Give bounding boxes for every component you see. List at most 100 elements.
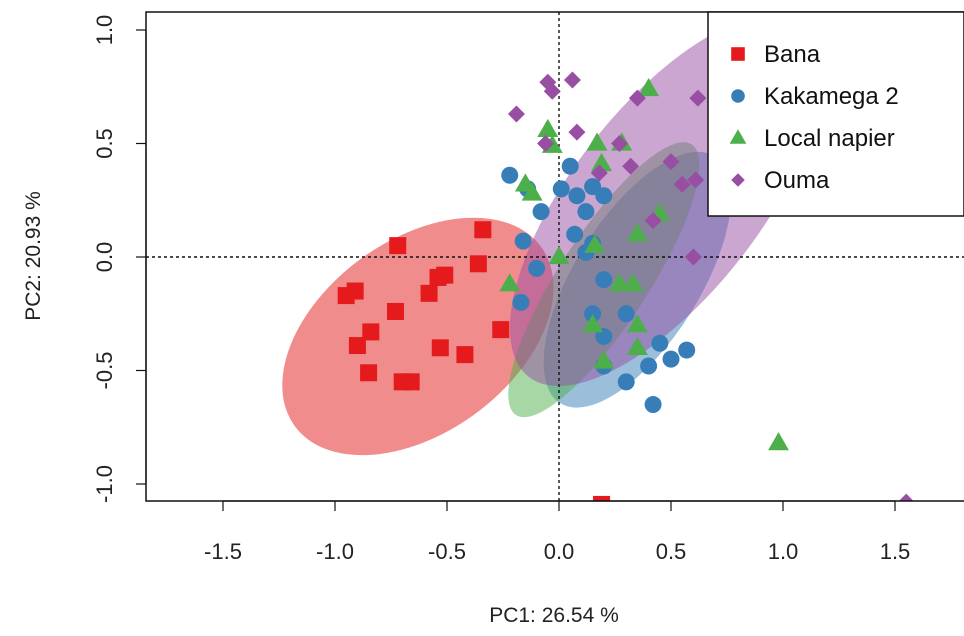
- point-ouma: [687, 171, 705, 189]
- point-kakamega-2: [561, 157, 579, 175]
- point-bana: [469, 255, 487, 273]
- point-ouma: [689, 89, 707, 107]
- point-local-napier: [593, 350, 615, 369]
- point-ouma: [507, 105, 525, 123]
- point-ouma: [568, 123, 586, 141]
- point-kakamega-2: [595, 271, 613, 289]
- point-ouma: [563, 71, 581, 89]
- point-ouma: [610, 135, 628, 152]
- point-local-napier: [626, 223, 648, 242]
- y-axis: -1.0 -0.5 0.0 0.5 1.0: [92, 15, 147, 503]
- x-tick-label: -1.5: [204, 539, 242, 564]
- point-kakamega-2: [595, 187, 613, 205]
- point-local-napier: [638, 78, 660, 97]
- point-bana: [389, 237, 407, 255]
- point-kakamega-2: [584, 305, 602, 323]
- point-local-napier: [582, 314, 604, 333]
- point-bana: [431, 339, 449, 357]
- legend-item-kakamega-2: Kakamega 2: [731, 83, 899, 110]
- point-ouma: [543, 82, 561, 100]
- point-kakamega-2: [501, 166, 519, 184]
- point-bana: [386, 302, 404, 320]
- point-kakamega-2: [514, 232, 532, 250]
- x-tick-label: 1.5: [880, 539, 911, 564]
- point-ouma: [537, 135, 555, 152]
- x-tick-label: 1.0: [768, 539, 799, 564]
- point-ouma: [684, 248, 702, 266]
- point-ouma: [673, 175, 691, 193]
- point-bana: [346, 282, 364, 300]
- point-ouma: [590, 164, 608, 182]
- point-bana: [362, 323, 380, 341]
- point-local-napier: [521, 182, 543, 201]
- legend-marker-kakamega-2: [731, 89, 745, 103]
- legend-label-ouma: Ouma: [764, 167, 830, 194]
- legend-label-kakamega-2: Kakamega 2: [764, 83, 899, 110]
- point-kakamega-2: [640, 357, 658, 375]
- point-kakamega-2: [651, 334, 669, 352]
- legend-marker-ouma: [731, 173, 745, 187]
- point-ouma: [898, 493, 914, 501]
- point-ouma: [628, 89, 646, 107]
- y-tick-label: 0.0: [92, 242, 117, 273]
- point-bana: [420, 284, 438, 302]
- legend-item-bana: Bana: [731, 41, 821, 68]
- y-tick-label: -0.5: [92, 352, 117, 390]
- point-ouma: [662, 153, 680, 171]
- point-kakamega-2: [617, 305, 635, 323]
- point-kakamega-2: [528, 259, 546, 277]
- legend-item-ouma: Ouma: [731, 167, 830, 194]
- legend-marker-bana: [731, 47, 745, 61]
- point-bana: [456, 346, 474, 364]
- point-local-napier: [768, 432, 789, 451]
- x-axis: -1.5 -1.0 -0.5 0.0 0.5 1.0 1.5: [204, 500, 911, 564]
- point-bana: [348, 337, 366, 355]
- x-tick-label: 0.5: [656, 539, 687, 564]
- legend-box: [707, 11, 964, 217]
- series-ouma: [507, 71, 914, 501]
- series-kakamega-2: [501, 157, 696, 414]
- point-kakamega-2: [644, 396, 662, 414]
- y-axis-label: PC2: 20.93 %: [22, 191, 45, 321]
- point-bana: [474, 221, 492, 239]
- point-kakamega-2: [512, 293, 530, 311]
- point-kakamega-2: [568, 187, 586, 205]
- point-local-napier: [586, 132, 608, 151]
- point-kakamega-2: [577, 203, 595, 221]
- x-tick-label: -1.0: [316, 539, 354, 564]
- ellipse-bana: [282, 217, 554, 456]
- legend: Bana Kakamega 2 Local napier Ouma: [707, 11, 964, 217]
- point-ouma: [644, 212, 662, 230]
- point-local-napier: [591, 152, 613, 172]
- y-tick-label: -1.0: [92, 465, 117, 503]
- y-tick-label: 0.5: [92, 128, 117, 159]
- point-bana: [436, 266, 454, 284]
- legend-label-bana: Bana: [764, 41, 821, 68]
- point-kakamega-2: [552, 180, 570, 198]
- point-local-napier: [622, 273, 644, 292]
- point-bana: [593, 495, 611, 501]
- point-local-napier: [584, 234, 606, 253]
- point-ouma: [622, 157, 640, 175]
- point-local-napier: [499, 273, 521, 292]
- point-local-napier: [609, 273, 630, 292]
- point-kakamega-2: [532, 203, 550, 221]
- legend-marker-local-napier: [729, 129, 747, 144]
- point-kakamega-2: [566, 225, 584, 243]
- series-bana: [337, 221, 611, 501]
- point-kakamega-2: [617, 373, 635, 391]
- y-tick-label: 1.0: [92, 15, 117, 46]
- x-tick-label: -0.5: [428, 539, 466, 564]
- point-local-napier: [537, 118, 559, 138]
- point-bana: [402, 373, 420, 391]
- legend-label-local-napier: Local napier: [764, 125, 895, 152]
- point-kakamega-2: [662, 350, 680, 368]
- point-kakamega-2: [678, 341, 696, 359]
- x-axis-label: PC1: 26.54 %: [489, 604, 619, 627]
- point-local-napier: [626, 314, 648, 333]
- point-local-napier: [626, 336, 648, 355]
- point-local-napier: [548, 246, 570, 265]
- point-bana: [360, 364, 378, 382]
- legend-item-local-napier: Local napier: [729, 125, 895, 152]
